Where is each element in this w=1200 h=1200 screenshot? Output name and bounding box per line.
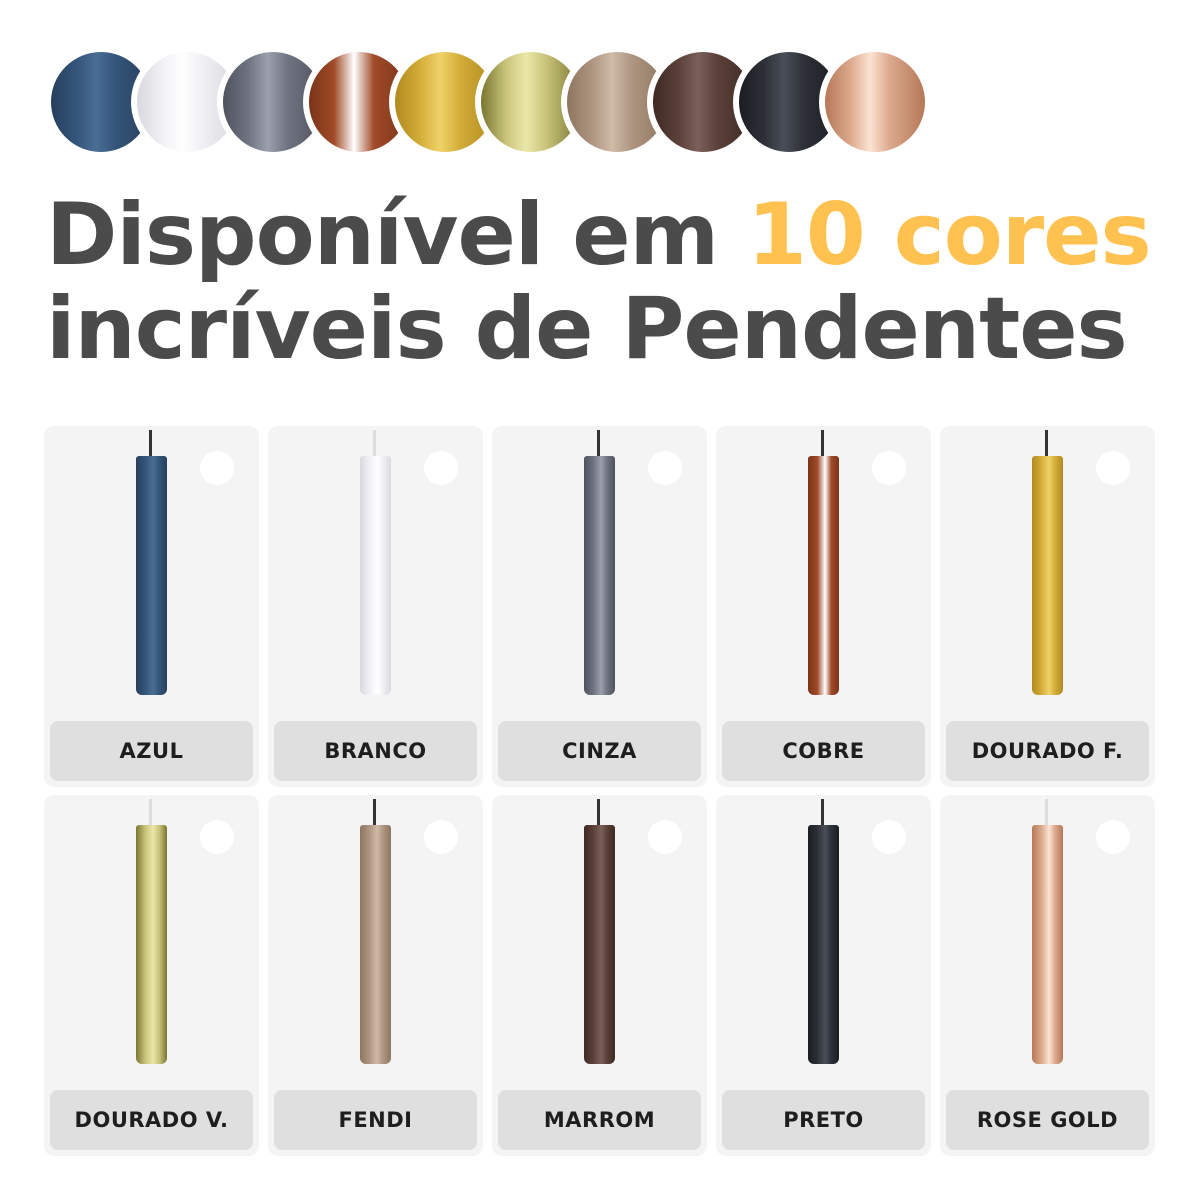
- cable: [1045, 430, 1048, 458]
- pendant-tube-image: [360, 456, 391, 695]
- headline-line1: Disponível em 10 cores: [46, 185, 1152, 285]
- select-indicator[interactable]: [872, 820, 906, 854]
- cable: [373, 799, 376, 827]
- color-swatch: [819, 46, 931, 158]
- color-label: COBRE: [722, 721, 925, 781]
- color-label: MARROM: [498, 1090, 701, 1150]
- pendant-tube-image: [1032, 456, 1063, 695]
- color-label: DOURADO V.: [50, 1090, 253, 1150]
- product-card[interactable]: DOURADO V.: [44, 795, 259, 1156]
- pendant-tube-image: [1032, 825, 1063, 1064]
- pendant-tube-image: [584, 825, 615, 1064]
- product-card[interactable]: COBRE: [716, 426, 931, 787]
- product-card[interactable]: FENDI: [268, 795, 483, 1156]
- select-indicator[interactable]: [200, 451, 234, 485]
- product-card[interactable]: AZUL: [44, 426, 259, 787]
- cable: [149, 430, 152, 458]
- pendant-tube-image: [360, 825, 391, 1064]
- select-indicator[interactable]: [424, 820, 458, 854]
- color-label: PRETO: [722, 1090, 925, 1150]
- pendant-tube-image: [584, 456, 615, 695]
- color-swatch: [389, 46, 501, 158]
- select-indicator[interactable]: [1096, 451, 1130, 485]
- cable: [149, 799, 152, 827]
- color-label: BRANCO: [274, 721, 477, 781]
- product-card[interactable]: BRANCO: [268, 426, 483, 787]
- select-indicator[interactable]: [200, 820, 234, 854]
- pendant-tube-image: [136, 456, 167, 695]
- headline: Disponível em 10 cores incríveis de Pend…: [46, 185, 1152, 379]
- color-label: ROSE GOLD: [946, 1090, 1149, 1150]
- cable: [597, 430, 600, 458]
- select-indicator[interactable]: [1096, 820, 1130, 854]
- select-indicator[interactable]: [872, 451, 906, 485]
- cable: [821, 430, 824, 458]
- color-label: DOURADO F.: [946, 721, 1149, 781]
- pendant-tube-image: [136, 825, 167, 1064]
- product-card[interactable]: DOURADO F.: [940, 426, 1155, 787]
- select-indicator[interactable]: [648, 820, 682, 854]
- pendant-tube-image: [808, 456, 839, 695]
- product-card[interactable]: PRETO: [716, 795, 931, 1156]
- product-card[interactable]: CINZA: [492, 426, 707, 787]
- cable: [821, 799, 824, 827]
- select-indicator[interactable]: [424, 451, 458, 485]
- product-card[interactable]: MARROM: [492, 795, 707, 1156]
- headline-line2: incríveis de Pendentes: [46, 279, 1128, 379]
- product-card[interactable]: ROSE GOLD: [940, 795, 1155, 1156]
- cable: [597, 799, 600, 827]
- color-swatch-row: [0, 0, 1200, 170]
- select-indicator[interactable]: [648, 451, 682, 485]
- cable: [1045, 799, 1048, 827]
- color-label: CINZA: [498, 721, 701, 781]
- color-label: AZUL: [50, 721, 253, 781]
- cable: [373, 430, 376, 458]
- headline-accent: 10 cores: [747, 185, 1152, 285]
- color-label: FENDI: [274, 1090, 477, 1150]
- pendant-tube-image: [808, 825, 839, 1064]
